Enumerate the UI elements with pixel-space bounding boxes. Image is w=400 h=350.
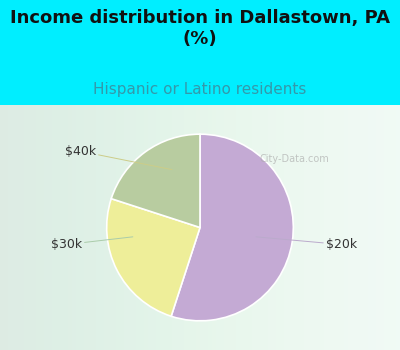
Wedge shape — [111, 134, 200, 228]
Text: $40k: $40k — [65, 145, 172, 170]
Text: City-Data.com: City-Data.com — [259, 154, 329, 164]
Wedge shape — [107, 199, 200, 316]
Text: $30k: $30k — [51, 237, 133, 251]
Text: Hispanic or Latino residents: Hispanic or Latino residents — [93, 82, 307, 97]
Text: Income distribution in Dallastown, PA
(%): Income distribution in Dallastown, PA (%… — [10, 9, 390, 48]
Text: $20k: $20k — [256, 237, 357, 251]
Wedge shape — [171, 134, 293, 321]
